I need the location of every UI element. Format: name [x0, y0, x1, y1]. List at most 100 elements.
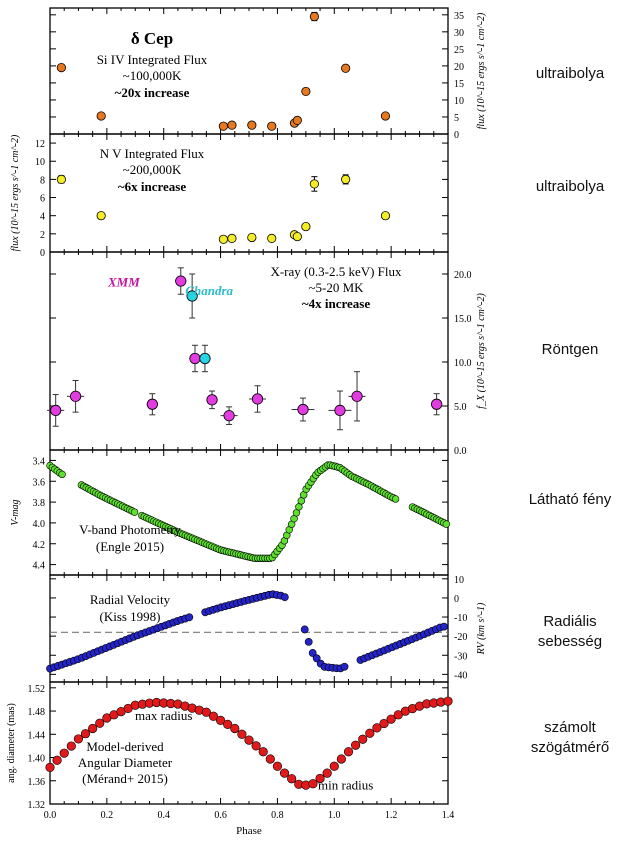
y-tick-label: 4.2: [33, 540, 46, 551]
data-point: [251, 741, 261, 751]
annotation-line: Model-derived: [86, 739, 164, 754]
y-tick-label: 5.0: [454, 402, 467, 413]
data-point: [218, 234, 229, 244]
curve-note: min radius: [318, 777, 373, 792]
panel-p5: [46, 574, 449, 683]
panel-p1: [49, 7, 449, 135]
data-point: [218, 121, 229, 131]
annotation-line: ~200,000K: [123, 162, 182, 177]
annotation-line: ~20x increase: [115, 85, 190, 100]
y-tick-label: -30: [454, 651, 467, 662]
y-tick-label: 4: [40, 212, 45, 223]
side-label-p1: ultraibolya: [535, 65, 605, 82]
side-label-p5b: sebesség: [537, 633, 603, 650]
data-point: [308, 779, 318, 789]
y-tick-label: 0: [454, 130, 459, 141]
annotation-line: Angular Diameter: [78, 755, 173, 770]
y-tick-label: 1.48: [28, 707, 46, 718]
data-point: [329, 761, 339, 771]
annotation-line: Si IV Integrated Flux: [97, 52, 208, 67]
data-point: [96, 111, 106, 121]
data-point: [56, 62, 66, 73]
y-axis-label: RV (km s^-1): [476, 602, 487, 655]
annotation-line: (Engle 2015): [96, 539, 164, 554]
data-point: [237, 729, 247, 739]
data-point: [130, 508, 139, 516]
y-tick-label: 8: [40, 175, 45, 186]
data-point: [247, 232, 257, 243]
data-point: [50, 404, 62, 416]
y-tick-label: 1.40: [28, 754, 46, 765]
data-point: [358, 734, 368, 744]
y-tick-label: 0: [40, 248, 45, 259]
x-tick-label: 1.4: [442, 810, 455, 821]
data-point: [272, 761, 283, 771]
data-point: [301, 221, 311, 232]
y-tick-label: 10: [35, 157, 45, 168]
data-point: [45, 762, 55, 773]
series-label: Chandra: [185, 283, 233, 298]
panel-p6: [45, 681, 453, 805]
data-point: [175, 275, 187, 287]
data-point: [341, 174, 351, 184]
data-point: [391, 495, 400, 503]
data-point: [372, 723, 382, 733]
y-tick-label: 10: [454, 96, 464, 107]
data-point: [300, 625, 309, 634]
data-point: [258, 747, 268, 757]
data-point: [315, 773, 325, 784]
y-tick-label: 20.0: [454, 270, 472, 281]
y-tick-label: 25: [454, 45, 464, 56]
side-label-p2: ultraibolya: [535, 178, 605, 195]
data-point: [443, 696, 453, 706]
x-tick-label: 0.6: [214, 810, 227, 821]
y-tick-label: 15.0: [454, 314, 472, 325]
data-point: [365, 728, 375, 738]
data-point: [301, 86, 311, 97]
data-point: [206, 394, 218, 406]
data-point: [230, 723, 240, 734]
y-tick-label: 20: [454, 62, 464, 73]
side-label-p3: Röntgen: [541, 341, 599, 358]
side-label-p5a: Radiális: [543, 613, 597, 630]
annotation-line: ~5-20 MK: [308, 280, 364, 295]
data-point: [309, 11, 319, 22]
annotation-line: N V Integrated Flux: [100, 146, 205, 161]
annotation-line: Radial Velocity: [90, 592, 171, 607]
y-tick-label: 1.52: [28, 684, 46, 695]
x-tick-label: 1.2: [385, 810, 398, 821]
data-point: [431, 398, 443, 410]
y-tick-label: -20: [454, 632, 467, 643]
y-tick-label: 1.44: [28, 730, 46, 741]
data-point: [351, 740, 361, 750]
data-point: [247, 120, 257, 130]
data-point: [334, 404, 346, 416]
y-axis-label: f_X (10^-15 ergs s^-1 cm^-2): [476, 293, 487, 409]
y-tick-label: 1.32: [28, 800, 46, 811]
data-point: [287, 774, 297, 784]
side-label-p6b: szögátmérő: [530, 739, 610, 756]
data-point: [244, 735, 254, 745]
data-point: [189, 352, 201, 365]
annotation-line: V-band Photometry: [79, 522, 181, 537]
data-point: [312, 654, 321, 663]
data-point: [215, 715, 226, 725]
y-tick-label: -10: [454, 613, 467, 624]
data-point: [185, 613, 194, 622]
x-tick-label: 0.2: [101, 810, 114, 821]
data-point: [343, 747, 354, 757]
data-point: [380, 211, 391, 221]
data-point: [336, 754, 346, 764]
data-point: [201, 707, 211, 717]
data-point: [279, 768, 290, 778]
side-label-p4: Látható fény: [528, 491, 612, 508]
data-point: [223, 410, 235, 422]
x-tick-label: 0.0: [44, 810, 57, 821]
data-point: [186, 290, 198, 302]
panel-p2: [49, 133, 449, 253]
data-point: [267, 121, 277, 131]
data-point: [96, 211, 106, 221]
data-point: [199, 352, 211, 365]
y-tick-label: 3.4: [33, 456, 46, 467]
data-point: [340, 662, 349, 671]
